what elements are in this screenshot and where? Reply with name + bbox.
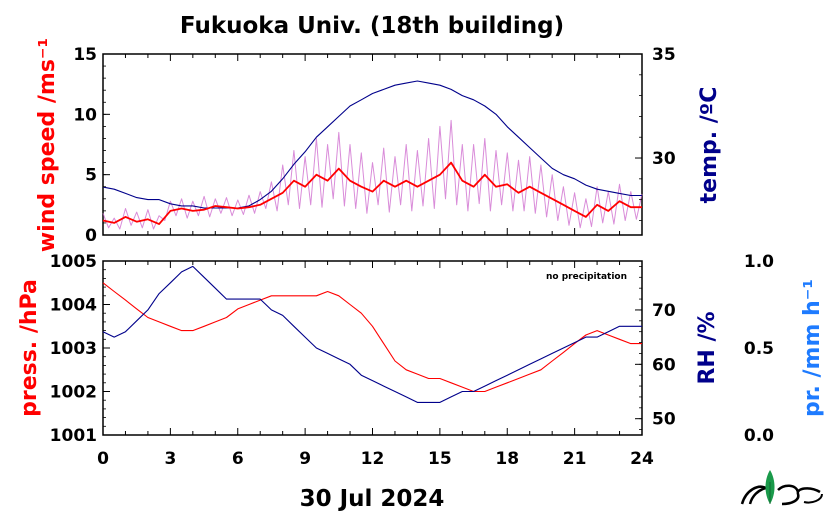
top-left-tick-label: 5 xyxy=(85,166,97,186)
top-axes: 0 5 10 15 30 35 xyxy=(73,45,676,246)
x-tick-label: 18 xyxy=(495,449,519,469)
precipitation-note: no precipitation xyxy=(546,272,627,282)
bottom-left-tick-label: 1005 xyxy=(50,252,97,272)
precip-tick-label: 0.5 xyxy=(744,339,774,359)
top-left-tick-label: 10 xyxy=(73,105,97,125)
precip-tick-label: 0.0 xyxy=(744,426,774,446)
chart-title: Fukuoka Univ. (18th building) xyxy=(180,13,564,39)
pressure-axis-label: press. /hPa xyxy=(17,279,42,417)
x-tick-label: 12 xyxy=(361,449,385,469)
top-right-tick-label: 30 xyxy=(652,149,676,169)
bottom-left-tick-label: 1004 xyxy=(50,296,97,316)
bottom-series-pressure xyxy=(102,282,642,393)
wind-axis-label: wind speed /ms⁻¹ xyxy=(35,38,60,252)
bottom-left-tick-label: 1003 xyxy=(50,339,97,359)
top-right-tick-label: 35 xyxy=(652,45,676,65)
top-left-tick-label: 15 xyxy=(73,45,97,65)
x-tick-label: 6 xyxy=(232,449,244,469)
top-left-tick-label: 0 xyxy=(85,226,97,246)
top-series-temperature xyxy=(102,80,642,209)
date-label: 30 Jul 2024 xyxy=(300,486,445,512)
top-plot-area xyxy=(102,80,643,230)
bottom-left-tick-label: 1002 xyxy=(50,383,97,403)
bottom-right-tick-label: 50 xyxy=(652,410,676,430)
x-tick-label: 24 xyxy=(630,449,654,469)
bottom-panel-frame xyxy=(102,260,643,436)
bottom-series-relative_humidity xyxy=(102,265,642,403)
x-tick-label: 3 xyxy=(164,449,176,469)
bottom-right-tick-label: 60 xyxy=(652,355,676,375)
x-tick-label: 0 xyxy=(97,449,109,469)
top-series-wind_mean xyxy=(102,161,642,226)
bottom-axes: 1001 1002 1003 1004 1005 50 60 70 0 3 6 9 12 15 18 21 24… xyxy=(50,252,774,469)
precip-tick-label: 1.0 xyxy=(744,252,774,272)
x-tick-label: 9 xyxy=(299,449,311,469)
x-tick-label: 15 xyxy=(428,449,452,469)
rh-axis-label: RH /% xyxy=(695,311,720,384)
institution-logo xyxy=(740,470,823,506)
top-series-wind_raw xyxy=(102,119,643,230)
bottom-left-tick-label: 1001 xyxy=(50,426,97,446)
x-tick-label: 21 xyxy=(563,449,587,469)
precip-axis-label: pr. /mm h⁻¹ xyxy=(800,279,825,417)
bottom-right-tick-label: 70 xyxy=(652,301,676,321)
bottom-plot-area xyxy=(102,265,642,403)
temp-axis-label: temp. /ºC xyxy=(697,87,722,204)
